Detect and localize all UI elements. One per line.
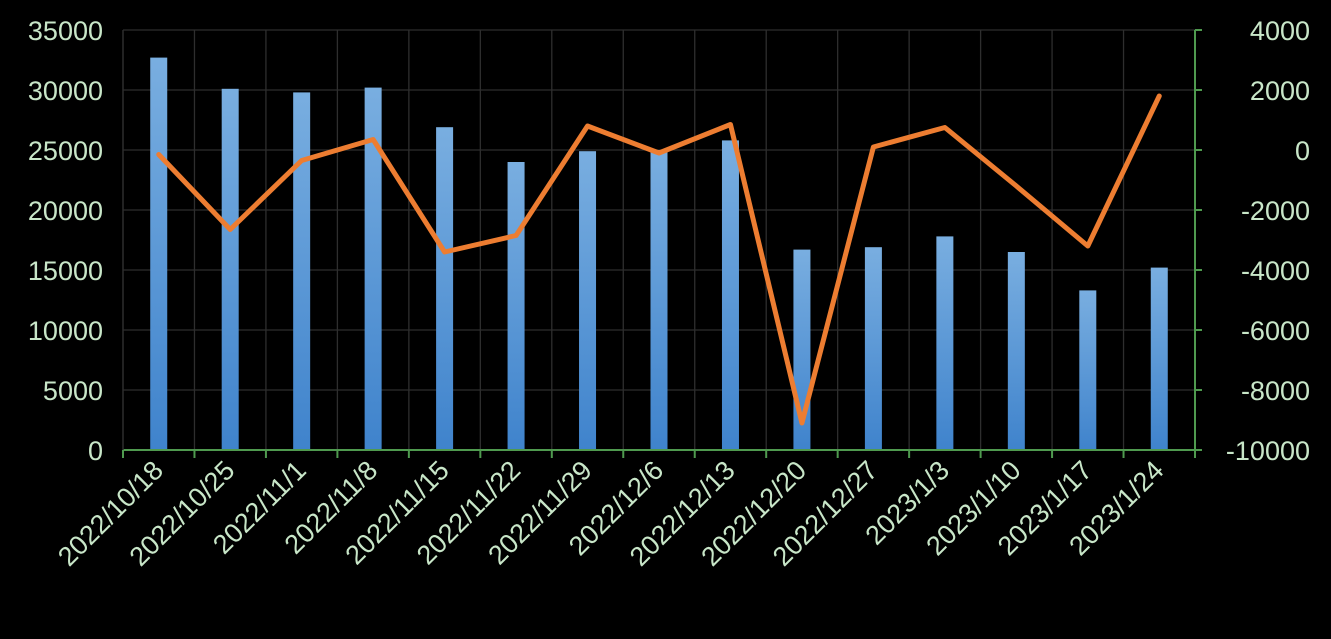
- left-tick-label: 15000: [28, 256, 103, 286]
- left-tick-label: 10000: [28, 316, 103, 346]
- right-tick-label: -6000: [1241, 316, 1310, 346]
- axes: [122, 29, 1202, 458]
- right-tick-label: -8000: [1241, 376, 1310, 406]
- left-y-axis-ticks: 35000 30000 25000 20000 15000 10000 5000 0: [28, 16, 103, 466]
- right-tick-label: 0: [1295, 136, 1310, 166]
- left-tick-label: 25000: [28, 136, 103, 166]
- bar: [721, 140, 739, 450]
- bar: [150, 57, 168, 450]
- bar: [1007, 252, 1025, 450]
- bar-series: [150, 57, 1168, 451]
- bar: [579, 151, 597, 450]
- x-axis-ticks: 2022/10/182022/10/252022/11/12022/11/820…: [52, 455, 1169, 572]
- right-y-axis-ticks: 4000 2000 0 -2000 -4000 -6000 -8000 -10000: [1226, 16, 1310, 466]
- right-tick-label: -4000: [1241, 256, 1310, 286]
- line-series: [156, 93, 1162, 426]
- right-tick-label: -10000: [1226, 436, 1310, 466]
- right-tick-label: -2000: [1241, 196, 1310, 226]
- bar: [221, 88, 239, 451]
- right-tick-label: 4000: [1250, 16, 1310, 46]
- right-tick-label: 2000: [1250, 76, 1310, 106]
- bar: [507, 162, 525, 450]
- left-tick-label: 20000: [28, 196, 103, 226]
- bar: [650, 150, 668, 450]
- left-tick-label: 5000: [43, 376, 103, 406]
- bar: [1079, 290, 1097, 450]
- bar: [936, 236, 954, 450]
- bar: [1150, 267, 1168, 450]
- bar: [293, 92, 311, 451]
- bar: [364, 87, 382, 450]
- left-tick-label: 35000: [28, 16, 103, 46]
- left-tick-label: 0: [88, 436, 103, 466]
- left-tick-label: 30000: [28, 76, 103, 106]
- bar: [436, 127, 454, 450]
- bar: [864, 247, 882, 450]
